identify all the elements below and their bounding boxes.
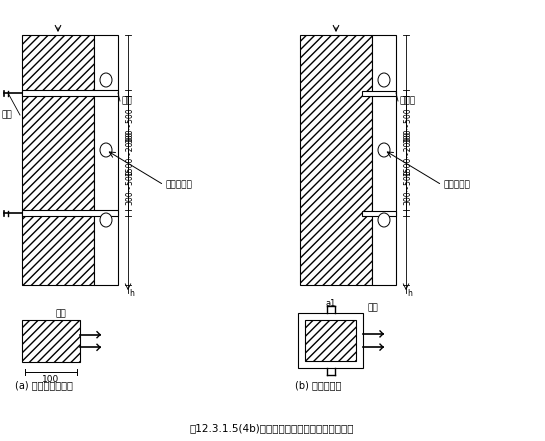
Ellipse shape bbox=[378, 213, 390, 227]
Bar bbox=[94, 35, 118, 285]
Text: 300~500: 300~500 bbox=[125, 108, 135, 143]
Ellipse shape bbox=[378, 73, 390, 87]
Text: 300~500: 300~500 bbox=[403, 170, 413, 206]
Bar bbox=[362, 90, 396, 96]
Text: h: h bbox=[129, 288, 134, 298]
Text: 图12.3.1.5(4b)工字钢立杆沿混凝土柱侧壁式安装: 图12.3.1.5(4b)工字钢立杆沿混凝土柱侧壁式安装 bbox=[190, 423, 354, 433]
Bar bbox=[22, 320, 80, 362]
Text: 预埋件: 预埋件 bbox=[399, 97, 415, 105]
Text: 1500~2000: 1500~2000 bbox=[403, 131, 413, 176]
Bar bbox=[300, 35, 372, 285]
Text: 300~500: 300~500 bbox=[125, 170, 135, 206]
Text: a1: a1 bbox=[325, 299, 336, 307]
Text: 抱箍: 抱箍 bbox=[121, 97, 132, 105]
Text: 工字钢立柱: 工字钢立柱 bbox=[444, 180, 471, 190]
Ellipse shape bbox=[100, 143, 112, 157]
Bar bbox=[22, 35, 94, 285]
Text: 工字钢立柱: 工字钢立柱 bbox=[166, 180, 193, 190]
Text: (a) 用预埋铁件固定: (a) 用预埋铁件固定 bbox=[15, 380, 73, 390]
Bar bbox=[298, 313, 363, 368]
Ellipse shape bbox=[378, 143, 390, 157]
Text: 100: 100 bbox=[43, 374, 59, 384]
Text: 1500~2000: 1500~2000 bbox=[125, 131, 135, 176]
Text: 300~500: 300~500 bbox=[403, 108, 413, 143]
Text: 螺栓: 螺栓 bbox=[2, 111, 13, 120]
Text: (b) 用抱箍固定: (b) 用抱箍固定 bbox=[295, 380, 341, 390]
Bar bbox=[305, 320, 356, 361]
Text: 焊接: 焊接 bbox=[368, 303, 379, 313]
Text: 焊接: 焊接 bbox=[56, 310, 66, 318]
Bar bbox=[22, 210, 118, 216]
Bar bbox=[362, 210, 396, 216]
Bar bbox=[22, 90, 118, 96]
Text: h: h bbox=[407, 288, 412, 298]
Ellipse shape bbox=[100, 213, 112, 227]
Bar bbox=[372, 35, 396, 285]
Ellipse shape bbox=[100, 73, 112, 87]
